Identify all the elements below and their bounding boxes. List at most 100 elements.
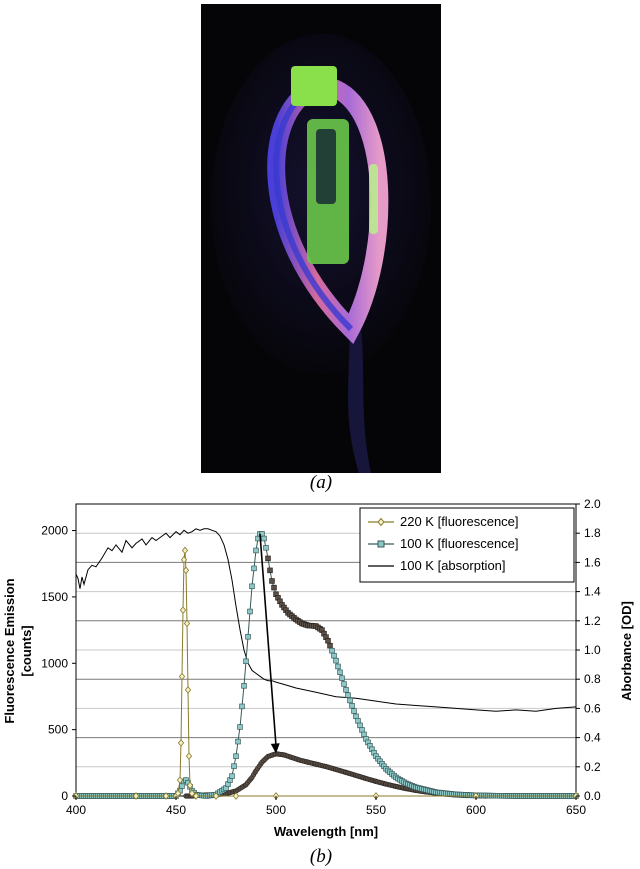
series-layer: [72, 528, 580, 800]
series-point-100k-fluorescence: [269, 578, 275, 584]
series-point-100k-fluorescence: [335, 663, 341, 670]
series-point-100k-fluorescence: [243, 658, 249, 665]
y2-tick-label: 1.2: [584, 614, 601, 628]
series-point-100k-fluorescence: [265, 555, 271, 562]
panel-label-b: (b): [309, 846, 333, 867]
legend-marker-diamond: [377, 517, 385, 527]
y2-tick-label: 1.0: [584, 643, 601, 657]
panel-label-a: (a): [309, 472, 333, 493]
y2-tick-label: 0.2: [584, 760, 601, 774]
y-tick-label: 1000: [41, 656, 68, 670]
legend-entry-label: 100 K [absorption]: [400, 558, 506, 573]
crystal-photograph: [201, 4, 441, 473]
series-point-100k-fluorescence: [339, 675, 345, 681]
x-tick-label: 400: [66, 803, 86, 817]
series-point-100k-fluorescence: [261, 535, 267, 542]
series-point-220k-fluorescence: [177, 739, 185, 747]
series-point-100k-fluorescence: [251, 565, 257, 572]
series-point-100k-fluorescence: [231, 763, 237, 769]
series-point-220k-fluorescence: [192, 792, 200, 800]
series-point-220k-fluorescence: [184, 685, 192, 694]
series-point-220k-fluorescence: [178, 672, 186, 681]
series-point-100k-fluorescence: [263, 545, 269, 551]
annotation-layer: [259, 533, 280, 754]
x-tick-label: 550: [366, 803, 386, 817]
series-point-220k-fluorescence: [185, 752, 193, 761]
series-point-100k-fluorescence: [331, 652, 337, 659]
y-tick-label: 0: [61, 789, 68, 803]
legend-box: [359, 507, 575, 583]
series-point-100k-fluorescence: [359, 727, 365, 733]
series-point-100k-fluorescence: [351, 708, 357, 714]
y2-tick-label: 1.6: [584, 555, 601, 569]
series-point-100k-fluorescence: [179, 783, 185, 789]
series-point-100k-fluorescence: [245, 633, 251, 640]
legend-entry-label: 220 K [fluorescence]: [400, 514, 519, 529]
series-point-100k-fluorescence: [341, 681, 347, 687]
series-point-100k-fluorescence: [329, 647, 335, 654]
annotation-arrow-shaft: [259, 533, 277, 746]
y2-tick-label: 0.8: [584, 672, 601, 686]
series-point-100k-fluorescence: [235, 738, 241, 745]
series-point-100k-fluorescence: [355, 718, 361, 724]
y2-axis-label: Aborbance [OD]: [619, 601, 634, 701]
series-point-100k-fluorescence: [349, 702, 355, 709]
y-axis-label-line1: Fluorescence Emission: [2, 578, 17, 723]
y-tick-label: 500: [48, 723, 68, 737]
series-point-100k-fluorescence: [249, 583, 255, 590]
series-point-220k-fluorescence: [181, 546, 189, 555]
x-tick-label: 600: [466, 803, 486, 817]
series-point-220k-fluorescence: [180, 555, 188, 564]
legend-marker-square: [377, 540, 385, 548]
series-point-100k-fluorescence: [353, 713, 359, 720]
y-axis-label-line2: [counts]: [19, 625, 34, 676]
series-point-100k-fluorescence: [271, 584, 277, 591]
series-point-220k-fluorescence: [132, 792, 140, 800]
series-point-100k-fluorescence: [237, 724, 243, 730]
x-tick-label: 650: [566, 803, 586, 817]
series-line-absorption: [75, 528, 577, 712]
series-point-100k-fluorescence: [325, 637, 331, 644]
series-point-100k-fluorescence: [343, 687, 349, 693]
series-point-220k-fluorescence: [186, 781, 194, 790]
mount-fiber: [348, 329, 371, 473]
series-line-220k-fluorescence: [76, 550, 576, 797]
series-point-100k-fluorescence: [357, 722, 363, 729]
y2-tick-label: 1.4: [584, 585, 601, 599]
series-point-220k-fluorescence: [162, 792, 170, 800]
series-point-100k-fluorescence: [233, 753, 239, 759]
y2-tick-label: 0.0: [584, 789, 601, 803]
spectrum-chart: 0 500 1000 1500 2000 0.0 0.2 0.4 0.6 0.8 1.0 1.2 1.4…: [2, 497, 634, 839]
x-axis-label: Wavelength [nm]: [274, 824, 378, 839]
x-tick-label: 500: [266, 803, 286, 817]
legend-entry-label: 100 K [fluorescence]: [400, 536, 519, 551]
y2-tick-label: 0.4: [584, 731, 601, 745]
crystal-top: [291, 66, 337, 106]
y-tick-label: 2000: [41, 524, 68, 538]
series-point-100k-fluorescence: [333, 657, 339, 664]
legend: 220 K [fluorescence] 100 K [fluorescence]…: [359, 507, 575, 583]
series-point-100k-fluorescence: [345, 692, 351, 698]
series-point-100k-fluorescence: [347, 697, 353, 704]
series-point-100k-fluorescence: [229, 773, 235, 779]
series-point-100k-fluorescence: [241, 683, 247, 689]
series-point-100k-fluorescence: [267, 567, 273, 574]
series-point-100k-fluorescence: [327, 642, 333, 649]
series-point-220k-fluorescence: [188, 789, 196, 798]
series-point-220k-fluorescence: [179, 606, 187, 615]
x-tick-label: 450: [166, 803, 186, 817]
series-point-100k-fluorescence: [361, 731, 367, 738]
series-point-220k-fluorescence: [176, 776, 184, 784]
series-point-100k-fluorescence: [337, 669, 343, 676]
series-point-100k-fluorescence: [239, 703, 245, 710]
series-point-220k-fluorescence: [232, 792, 240, 800]
y-tick-label: 1500: [41, 590, 68, 604]
series-point-220k-fluorescence: [174, 789, 182, 798]
series-point-100k-fluorescence: [247, 608, 253, 615]
y2-tick-label: 2.0: [584, 497, 601, 511]
crystal-core: [316, 129, 336, 204]
series-point-220k-fluorescence: [183, 619, 191, 628]
tick-labels: 0 500 1000 1500 2000 0.0 0.2 0.4 0.6 0.8 1.0 1.2 1.4…: [41, 497, 601, 817]
annotation-arrow-head: [270, 743, 280, 754]
y2-tick-label: 1.8: [584, 526, 601, 540]
